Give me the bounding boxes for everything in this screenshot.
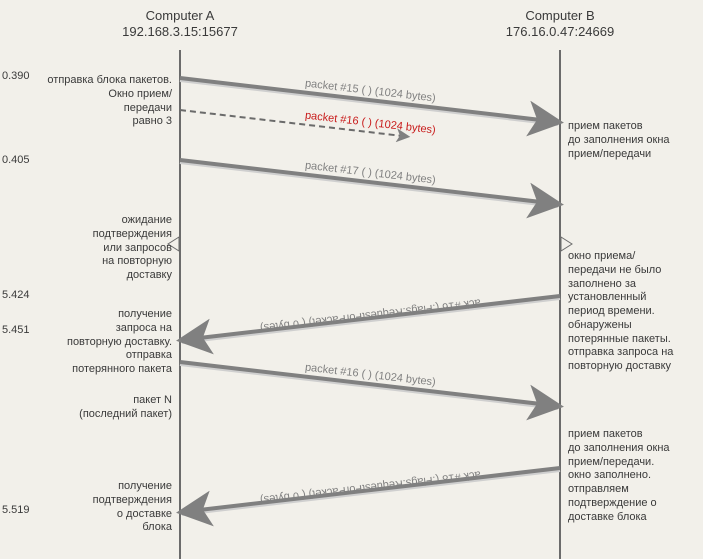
nr3: прием пакетовдо заполнения окнаприем/пер… <box>568 428 700 524</box>
nl4: пакет N(последний пакет) <box>17 394 172 422</box>
nl1: отправка блока пакетов.Окно прием/переда… <box>17 74 172 129</box>
nl5: получениеподтвержденияо доставкеблока <box>17 480 172 535</box>
arrow-p16re <box>180 362 558 406</box>
host-b-header: Computer B 176.16.0.47:24669 <box>470 8 650 41</box>
nr1: прием пакетовдо заполнения окнаприем/пер… <box>568 120 700 161</box>
arrow-ack16 <box>182 296 560 340</box>
arrow-p16 <box>180 110 408 137</box>
arrow-p15 <box>180 78 558 122</box>
host-b-name: Computer B <box>470 8 650 24</box>
arrow-ack18 <box>182 468 560 512</box>
host-b-addr: 176.16.0.47:24669 <box>470 24 650 40</box>
host-a-name: Computer A <box>90 8 270 24</box>
nl2: ожиданиеподтвержденияили запросовна повт… <box>17 214 172 283</box>
arrow-p17 <box>180 160 558 204</box>
timestamp-0.405: 0.405 <box>2 154 30 166</box>
wait-marker-b <box>561 237 572 251</box>
host-a-addr: 192.168.3.15:15677 <box>90 24 270 40</box>
nl3: получениезапроса наповторную доставку.от… <box>17 308 172 377</box>
host-a-header: Computer A 192.168.3.15:15677 <box>90 8 270 41</box>
nr2: окно приема/передачи не былозаполнено за… <box>568 250 700 374</box>
timestamp-5.424: 5.424 <box>2 289 30 301</box>
